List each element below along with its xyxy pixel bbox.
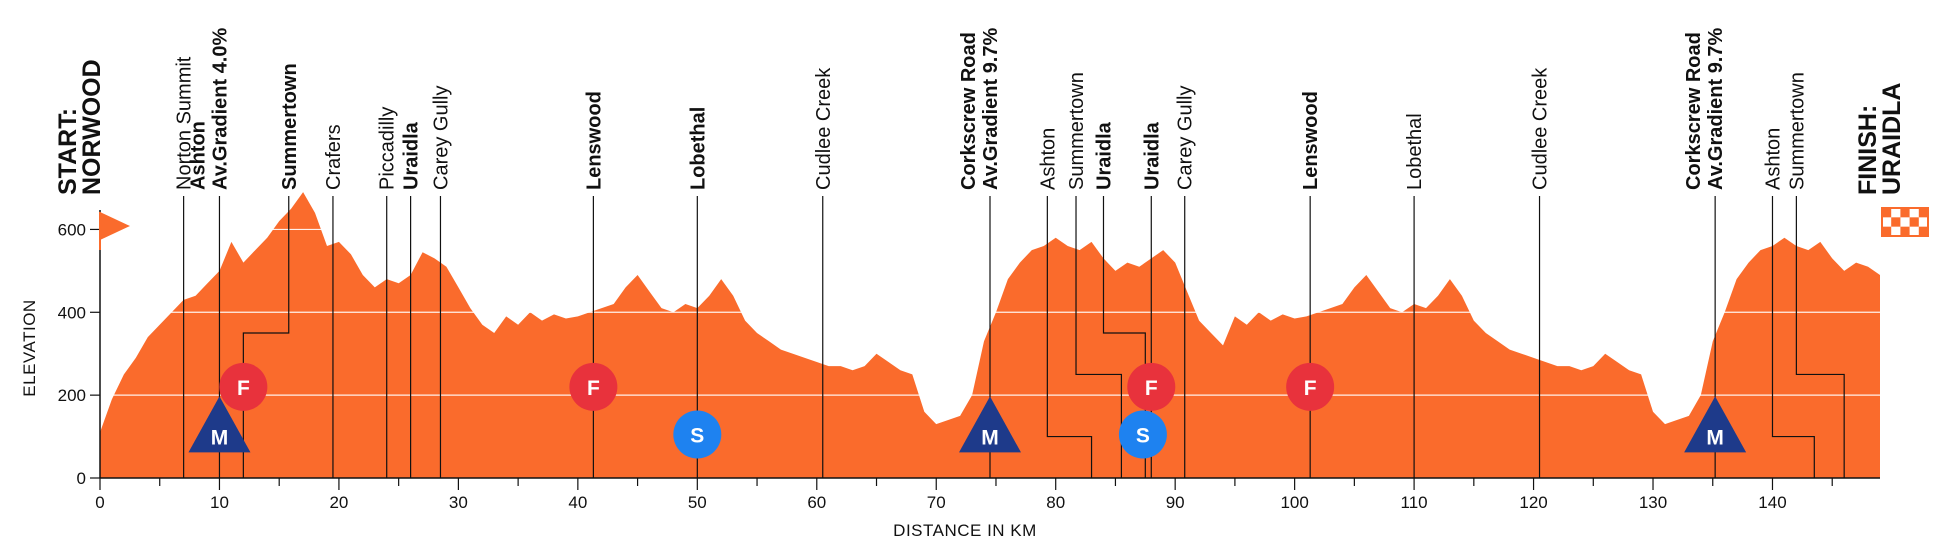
waypoint-label: Av.Gradient 9.7% — [980, 28, 1002, 190]
x-tick-label: 90 — [1166, 493, 1185, 512]
waypoint-label: Lenswood — [1300, 91, 1322, 190]
finish-flag-check — [1882, 208, 1892, 218]
x-tick-label: 10 — [210, 493, 229, 512]
x-tick-label: 20 — [329, 493, 348, 512]
finish-flag-check — [1909, 217, 1919, 227]
finish-flag-check — [1900, 208, 1910, 218]
finish-flag-check — [1918, 226, 1928, 236]
waypoint-label: Cudlee Creek — [1530, 67, 1552, 190]
marker-m: M — [959, 396, 1021, 453]
start-flag-icon — [100, 212, 130, 240]
waypoint-label: Lobethal — [1404, 113, 1426, 190]
axis-layer: 0 10 20 30 40 50 60 70 80 90 100 110 120 130 140 0 200 40… — [58, 210, 1880, 512]
x-tick-label: 50 — [688, 493, 707, 512]
marker-letter: F — [237, 377, 250, 400]
feed-zone-icon — [569, 362, 618, 411]
waypoint-label: Lenswood — [583, 91, 605, 190]
x-tick-label: 60 — [807, 493, 826, 512]
waypoint-label: Ashton — [1762, 128, 1784, 190]
feed-zone-icon — [219, 362, 268, 411]
waypoint-label: Ashton — [187, 121, 209, 190]
waypoint-label: Corkscrew Road — [1683, 32, 1705, 190]
waypoint-label: Uraidla — [1093, 121, 1115, 190]
waypoint-label: Summertown — [279, 63, 301, 190]
waypoint-label: Summertown — [1066, 72, 1088, 190]
waypoint-label: Carey Gully — [430, 86, 452, 190]
waypoint-label: Summertown — [1786, 72, 1808, 190]
marker-f: F — [569, 362, 618, 411]
waypoint-label: Av.Gradient 9.7% — [1705, 28, 1727, 190]
x-tick-label: 0 — [95, 493, 104, 512]
x-tick-label: 100 — [1280, 493, 1308, 512]
marker-f: F — [219, 362, 268, 411]
x-tick-label: 70 — [927, 493, 946, 512]
waypoint-label: Crafers — [323, 124, 345, 190]
marker-letter: M — [981, 426, 999, 449]
finish-flag-icon — [1881, 207, 1929, 237]
start-label-line1: START: — [54, 108, 82, 195]
marker-f: F — [1127, 362, 1176, 411]
x-tick-label: 30 — [449, 493, 468, 512]
waypoint-label: Norton Summit — [174, 56, 196, 190]
marker-letter: S — [1136, 425, 1150, 448]
waypoint-label: Av.Gradient 4.0% — [209, 28, 231, 190]
waypoint-label: Cudlee Creek — [813, 67, 835, 190]
marker-layer: F M F S M F S F M — [188, 362, 1747, 459]
marker-m: M — [188, 396, 251, 453]
y-axis-title: ELEVATION — [20, 299, 39, 396]
start-label-line2: NORWOOD — [78, 59, 106, 195]
waypoint-label: Uraidla — [401, 121, 423, 190]
marker-letter: F — [1145, 377, 1158, 400]
finish-label-line1: FINISH: — [1854, 105, 1882, 195]
waypoint-line — [1771, 196, 1815, 478]
x-tick-label: 110 — [1401, 493, 1428, 512]
marker-letter: M — [1706, 426, 1724, 449]
finish-flag-check — [1900, 226, 1910, 236]
feed-zone-icon — [1127, 362, 1176, 411]
y-tick-label: 400 — [58, 303, 86, 322]
waypoint-label: Ashton — [1037, 128, 1059, 190]
marker-f: F — [1286, 362, 1335, 411]
x-tick-label: 40 — [568, 493, 587, 512]
waypoint-label: Lobethal — [687, 107, 709, 190]
marker-letter: F — [1304, 377, 1317, 400]
finish-flag-check — [1882, 226, 1892, 236]
waypoint-line-layer — [183, 196, 1845, 478]
mountain-icon — [1684, 396, 1747, 453]
sprint-icon — [1118, 410, 1167, 459]
y-tick-label: 0 — [77, 469, 86, 488]
flag-layer — [99, 207, 1929, 250]
marker-letter: F — [587, 377, 600, 400]
x-tick-label: 130 — [1639, 493, 1667, 512]
marker-s: S — [673, 410, 722, 459]
finish-label-line2: URAIDLA — [1878, 83, 1906, 196]
y-tick-label: 600 — [58, 220, 86, 239]
waypoint-label: Carey Gully — [1175, 86, 1197, 190]
x-axis-title: DISTANCE IN KM — [893, 521, 1037, 540]
marker-m: M — [1684, 396, 1747, 453]
sprint-icon — [673, 410, 722, 459]
finish-flag-check — [1918, 208, 1928, 218]
mountain-icon — [188, 396, 251, 453]
waypoint-line — [1795, 196, 1845, 478]
x-tick-label: 140 — [1758, 493, 1786, 512]
marker-letter: S — [690, 425, 704, 448]
waypoint-label: Uraidla — [1141, 121, 1163, 190]
y-tick-label: 200 — [58, 386, 86, 405]
mountain-icon — [959, 396, 1021, 453]
waypoint-label: Corkscrew Road — [958, 32, 980, 190]
finish-flag-check — [1891, 217, 1901, 227]
waypoint-line — [1046, 196, 1093, 478]
x-tick-label: 120 — [1519, 493, 1547, 512]
feed-zone-icon — [1286, 362, 1335, 411]
marker-letter: M — [211, 426, 229, 449]
waypoint-label: Piccadilly — [377, 107, 399, 190]
marker-s: S — [1118, 410, 1167, 459]
x-tick-label: 80 — [1046, 493, 1065, 512]
